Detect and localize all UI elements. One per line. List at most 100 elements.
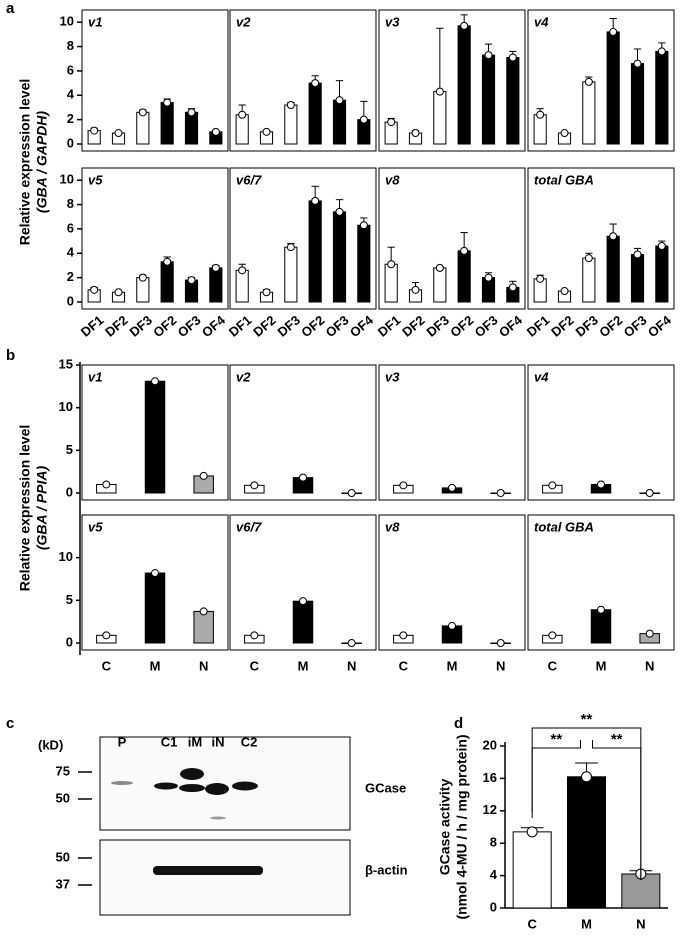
bar [332, 211, 347, 303]
y-tick-label: 0 [66, 484, 73, 499]
plot-frame [527, 514, 675, 651]
data-point [359, 221, 368, 230]
x-tick-label: DF1 [78, 312, 106, 339]
bar [457, 250, 471, 303]
marker-label: 37 [56, 876, 70, 891]
bar [606, 235, 620, 303]
x-tick-label: OF2 [447, 312, 476, 340]
x-tick-label: N [636, 916, 645, 931]
x-tick-label: DF2 [548, 312, 576, 339]
chart-title: v5 [88, 172, 103, 187]
data-point [187, 108, 196, 117]
data-point [163, 257, 172, 266]
x-tick-label: N [496, 658, 505, 673]
data-point [347, 639, 356, 647]
y-axis-title: Relative expression level (GBA / GAPDH) [17, 79, 50, 246]
data-point [411, 129, 420, 138]
chart-title: total GBA [534, 172, 594, 187]
bar [655, 245, 669, 303]
plot-frame [81, 9, 229, 152]
data-point [584, 254, 593, 263]
unit-label: (kD) [38, 737, 63, 752]
x-tick-label: DF3 [127, 312, 155, 339]
data-point [609, 27, 618, 36]
lane-label: C2 [241, 734, 258, 749]
y-tick-label: 12 [483, 802, 497, 817]
y-axis-title-line: Relative expression level [17, 425, 33, 592]
y-tick-label: 10 [59, 549, 73, 564]
data-point [508, 283, 517, 292]
data-point [496, 639, 505, 647]
y-axis-title: GCase activity (nmol 4-MU / h / mg protei… [437, 734, 470, 919]
bar [284, 104, 298, 145]
x-tick-label: OF4 [645, 312, 675, 340]
data-point [548, 631, 557, 640]
x-tick-label: OF3 [472, 312, 501, 340]
data-point [645, 489, 654, 497]
panel-label: c [6, 715, 14, 732]
data-point [114, 129, 123, 138]
data-point [460, 246, 469, 255]
chart-title: v5 [88, 519, 103, 534]
data-point [138, 273, 147, 282]
data-point [411, 285, 420, 294]
bar [308, 82, 322, 145]
data-point [484, 273, 493, 282]
y-tick-label: 16 [483, 770, 497, 785]
x-tick-label: M [596, 658, 607, 673]
data-point [187, 276, 196, 285]
bar [184, 111, 199, 145]
y-tick-label: 4 [490, 867, 498, 882]
band-label: GCase [365, 780, 406, 795]
marker-label: 75 [56, 763, 70, 778]
data-point [199, 607, 208, 616]
x-tick-label: M [447, 658, 458, 673]
x-tick-label: OF2 [298, 312, 327, 340]
data-point [299, 473, 307, 482]
bar [630, 253, 645, 303]
x-tick-label: DF1 [375, 312, 403, 339]
data-point [496, 489, 505, 497]
x-tick-label: OF4 [347, 312, 377, 340]
y-tick-label: 2 [67, 269, 74, 284]
plot-frame [527, 364, 675, 501]
bar [292, 600, 314, 644]
data-point [262, 127, 271, 136]
bar [506, 57, 520, 145]
data-point [536, 274, 545, 283]
x-tick-label: C [527, 916, 537, 931]
plot-frame [81, 364, 229, 501]
x-tick-label: C [102, 658, 112, 673]
data-point [299, 597, 307, 606]
data-point [399, 481, 408, 490]
bar [160, 102, 174, 145]
data-point [548, 481, 557, 490]
plot-frame [378, 167, 526, 310]
y-tick-label: 5 [66, 442, 73, 457]
data-point [536, 110, 545, 119]
y-axis-title-line: GCase activity [437, 779, 453, 876]
bar [630, 63, 645, 145]
data-point [633, 59, 642, 68]
data-point [526, 826, 538, 838]
x-tick-label: M [298, 658, 309, 673]
data-point [560, 287, 569, 296]
significance-label: ** [550, 731, 562, 748]
data-point [460, 21, 469, 30]
x-tick-label: N [199, 658, 208, 673]
x-tick-label: M [150, 658, 161, 673]
y-axis-title-line: (GBA / GAPDH) [34, 111, 50, 213]
bar [308, 200, 322, 303]
bar [533, 114, 547, 145]
data-point [250, 481, 259, 490]
bar [582, 257, 596, 303]
y-tick-label: 4 [67, 245, 75, 260]
data-point [657, 241, 666, 250]
y-tick-label: 10 [60, 14, 74, 29]
chart-title: v8 [385, 172, 400, 187]
chart-title: total GBA [534, 519, 594, 534]
x-tick-label: DF1 [226, 312, 254, 339]
band-label: β-actin [365, 862, 408, 877]
data-point [151, 377, 159, 386]
plot-frame [229, 514, 377, 651]
